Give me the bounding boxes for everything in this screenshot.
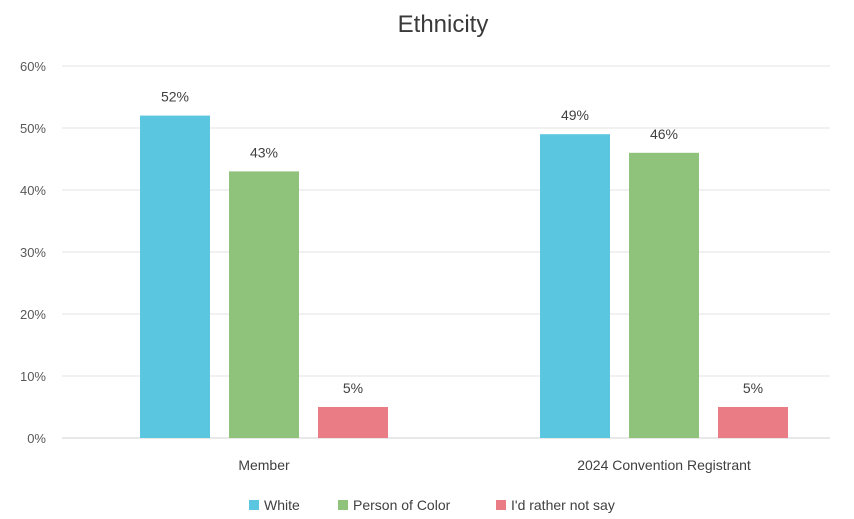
- legend-label: I'd rather not say: [511, 497, 615, 513]
- bar: [629, 152, 699, 439]
- x-category-label: 2024 Convention Registrant: [577, 457, 751, 473]
- x-axis-categories: Member 2024 Convention Registrant: [238, 457, 751, 473]
- bar: [318, 407, 388, 438]
- legend-label: White: [264, 497, 300, 513]
- data-label: 52%: [161, 89, 189, 105]
- legend-swatch: [338, 500, 348, 510]
- y-tick-label: 40%: [20, 183, 46, 198]
- bar: [540, 134, 610, 438]
- data-label: 5%: [743, 380, 763, 396]
- data-label: 5%: [343, 380, 363, 396]
- x-category-label: Member: [238, 457, 290, 473]
- data-label: 49%: [561, 107, 589, 123]
- y-axis-ticks: 0% 10% 20% 30% 40% 50% 60%: [20, 59, 46, 446]
- y-tick-label: 50%: [20, 121, 46, 136]
- y-tick-label: 60%: [20, 59, 46, 74]
- data-labels: 52% 43% 5% 49% 46% 5%: [161, 89, 763, 396]
- y-tick-label: 0%: [27, 431, 46, 446]
- legend: White Person of Color I'd rather not say: [249, 497, 615, 513]
- bars: [140, 115, 788, 439]
- legend-swatch: [496, 500, 506, 510]
- y-tick-label: 10%: [20, 369, 46, 384]
- data-label: 46%: [650, 126, 678, 142]
- y-tick-label: 30%: [20, 245, 46, 260]
- chart-title: Ethnicity: [398, 11, 489, 38]
- bar: [718, 407, 788, 438]
- data-label: 43%: [250, 144, 278, 160]
- legend-label: Person of Color: [353, 497, 451, 513]
- legend-swatch: [249, 500, 259, 510]
- bar: [140, 115, 210, 438]
- bar: [229, 171, 299, 438]
- y-tick-label: 20%: [20, 307, 46, 322]
